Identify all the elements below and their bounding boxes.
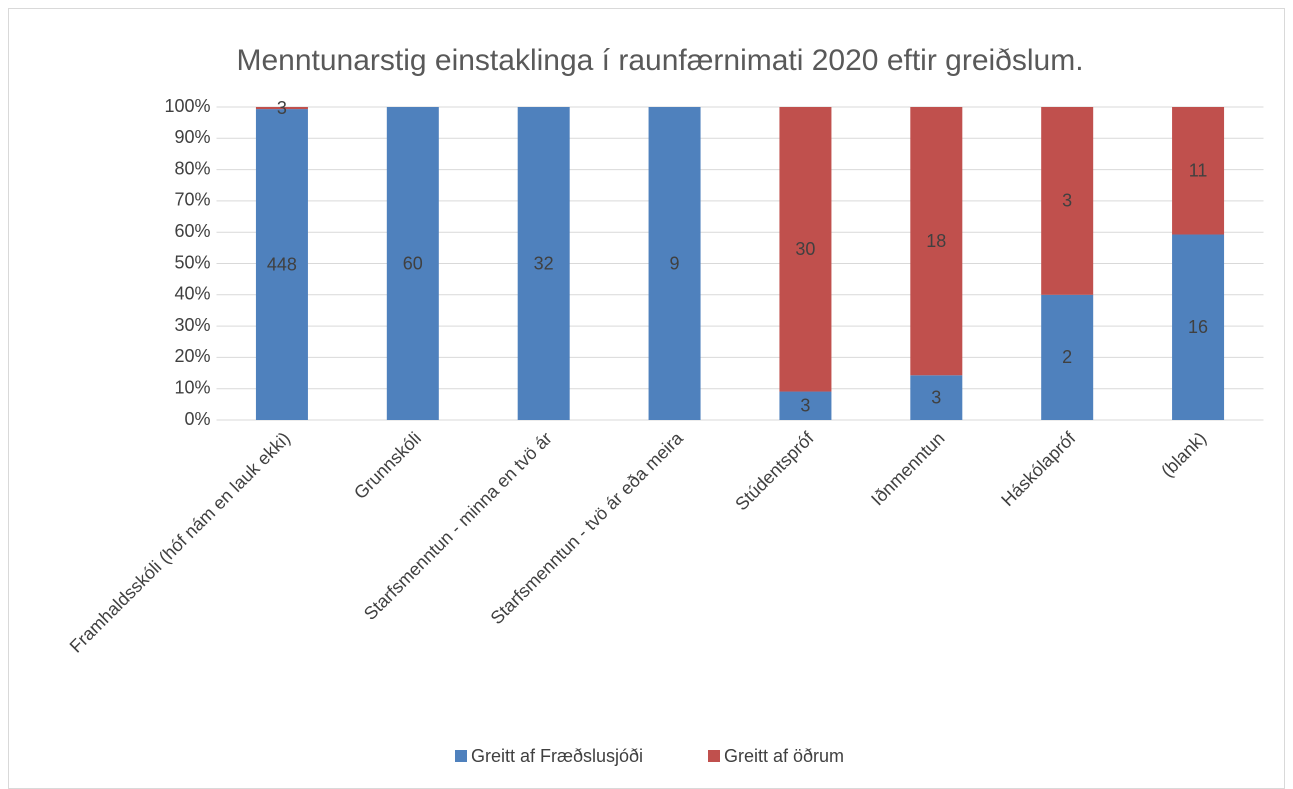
data-label: 11 [1189, 161, 1208, 181]
y-tick-label: 20% [174, 346, 210, 366]
data-label: 3 [277, 98, 287, 118]
data-label: 16 [1188, 317, 1208, 337]
y-tick-label: 0% [184, 409, 210, 429]
y-tick-label: 90% [174, 127, 210, 147]
legend-swatch [455, 750, 467, 762]
data-label: 2 [1062, 347, 1072, 367]
y-tick-label: 70% [174, 190, 210, 210]
bar-segment [779, 107, 832, 392]
data-label: 3 [931, 387, 941, 407]
data-label: 3 [800, 396, 810, 416]
legend-label: Greitt af öðrum [724, 746, 844, 766]
data-label: 18 [926, 231, 946, 251]
data-label: 60 [403, 253, 423, 273]
bar-segment [1172, 234, 1225, 420]
y-tick-label: 80% [174, 158, 210, 178]
bar-segment [255, 107, 308, 110]
data-label: 30 [795, 239, 815, 259]
bar-segment [910, 375, 963, 420]
bar-segment [1172, 107, 1225, 235]
chart-title: Menntunarstig einstaklinga í raunfærnima… [236, 44, 1083, 77]
bar-segment [1041, 107, 1094, 295]
bar-segment [910, 107, 963, 376]
data-label: 3 [1062, 191, 1072, 211]
bar-segment [1041, 294, 1094, 420]
data-label: 448 [267, 254, 297, 274]
legend-label: Greitt af Fræðslusjóði [471, 746, 643, 766]
bar-segment [648, 107, 701, 420]
bar-segment [386, 107, 439, 420]
bar-segment [779, 391, 832, 420]
y-tick-label: 30% [174, 315, 210, 335]
y-tick-label: 100% [164, 96, 210, 116]
data-label: 32 [534, 253, 554, 273]
bar-segment [255, 109, 308, 421]
y-tick-label: 40% [174, 284, 210, 304]
data-label: 9 [670, 253, 680, 273]
y-tick-label: 10% [174, 377, 210, 397]
legend-swatch [708, 750, 720, 762]
bar-segment [517, 107, 570, 420]
y-tick-label: 60% [174, 221, 210, 241]
y-tick-label: 50% [174, 252, 210, 272]
